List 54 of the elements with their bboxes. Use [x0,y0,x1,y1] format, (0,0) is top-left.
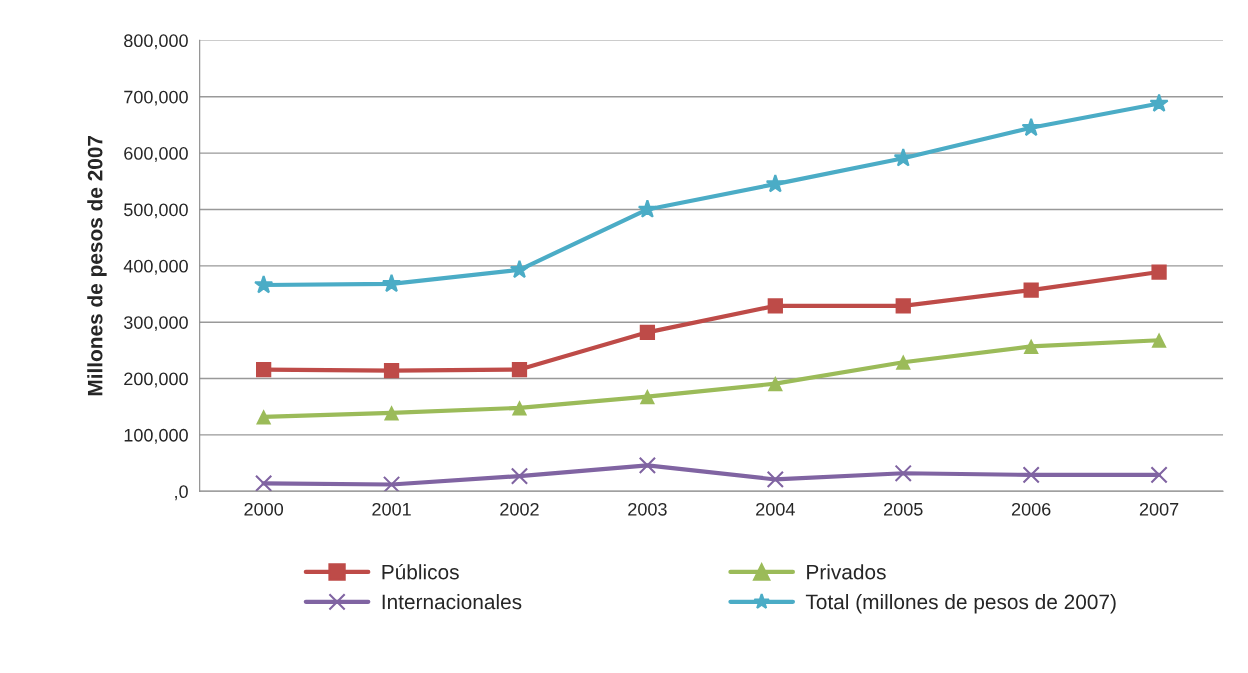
x-tick-label: 2005 [884,502,923,516]
point [1149,93,1169,112]
point [256,361,272,378]
point [382,475,401,492]
y-tick-label: 400,000 [123,259,188,275]
point [510,467,529,485]
point [893,148,913,167]
point [1023,338,1039,355]
y-tick-label: 800,000 [124,34,188,50]
y-tick-label: 300,000 [124,316,188,332]
point [1151,264,1167,280]
point [639,388,656,405]
point [383,363,400,379]
point [254,274,274,294]
x-tick-label: 2004 [756,502,795,516]
point [511,400,528,416]
point [1023,282,1039,298]
x-tick-label: 2000 [244,502,284,516]
point [1021,117,1041,137]
point [637,199,658,218]
legend-label: Internacionales [382,593,522,610]
x-tick-label: 2002 [500,502,539,516]
y-tick-label: 600,000 [124,147,188,162]
point [639,324,656,340]
x-tick-label: 2006 [1011,502,1051,516]
point [894,464,912,482]
point [1151,332,1167,348]
y-tick-label: 100,000 [124,428,188,444]
point [381,273,402,293]
legend-label: Públicos [382,563,459,580]
y-tick-label: 200,000 [124,372,188,388]
point [895,354,911,370]
point [638,456,657,475]
point [383,405,400,421]
point [511,361,528,378]
point [767,298,783,314]
x-tick-label: 2001 [372,502,411,516]
point [1022,466,1040,484]
point [254,474,273,492]
point [895,298,911,314]
point [509,259,530,279]
point [765,174,785,193]
point [1150,466,1168,484]
point [766,470,784,489]
point [256,409,272,425]
legend-label: Total (millones de pesos de 2007) [805,593,1116,614]
y-axis-title: Millones de pesos de 2007 [87,135,107,396]
x-tick-label: 2007 [1139,502,1179,516]
x-tick-label: 2003 [628,502,667,516]
point [767,376,783,392]
legend-label: Privados [807,564,886,580]
y-tick-label: 700,000 [124,90,188,106]
y-tick-label: ,0 [175,485,188,501]
y-tick-label: 500,000 [124,203,188,219]
